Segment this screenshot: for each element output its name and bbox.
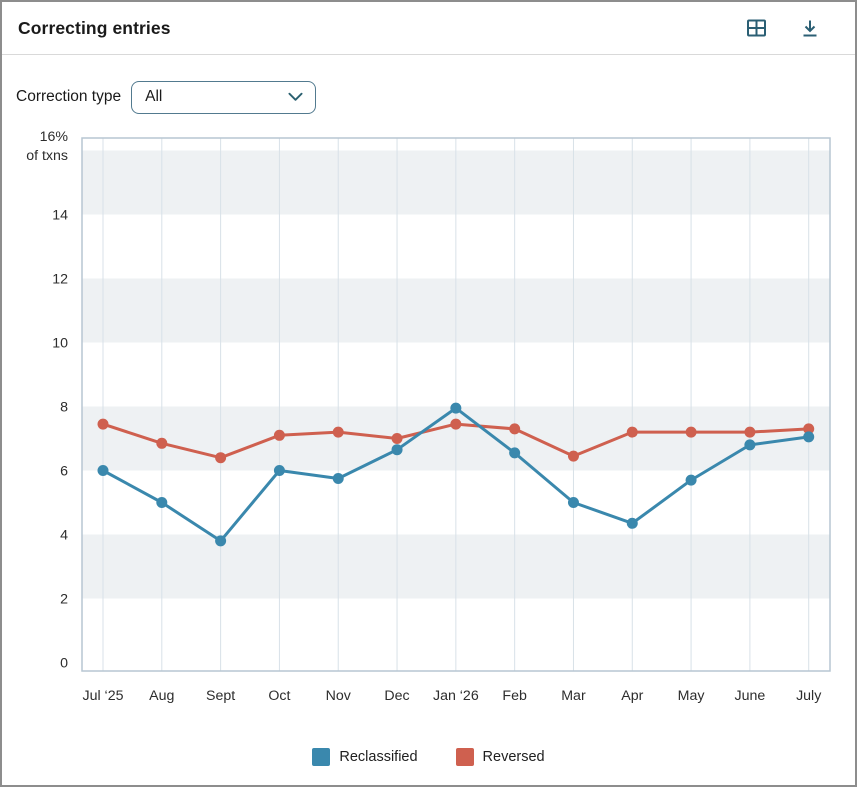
data-point-reversed[interactable] [215, 452, 227, 464]
y-tick-label: 10 [52, 336, 68, 352]
chevron-down-icon [288, 92, 303, 101]
data-point-reclassified[interactable] [685, 474, 697, 486]
data-point-reclassified[interactable] [450, 402, 462, 414]
correction-type-value: All [145, 88, 163, 105]
y-tick-label: 4 [60, 528, 68, 544]
table-icon [746, 19, 766, 37]
legend-item-reclassified[interactable]: Reclassified [312, 748, 418, 766]
data-point-reclassified[interactable] [97, 465, 109, 476]
data-point-reversed[interactable] [97, 418, 109, 430]
y-tick-label: 12 [52, 272, 68, 288]
data-point-reversed[interactable] [626, 426, 638, 438]
data-point-reversed[interactable] [273, 429, 285, 441]
x-tick-label: Oct [268, 688, 290, 704]
x-tick-label: Feb [502, 688, 527, 704]
legend-label: Reversed [482, 749, 545, 765]
card-header: Correcting entries [2, 2, 855, 55]
x-tick-label: Jul ‘25 [82, 688, 123, 704]
download-button[interactable] [797, 15, 823, 41]
correction-type-select[interactable]: All [131, 80, 317, 114]
correction-type-label: Correction type [16, 88, 122, 105]
plot-band [82, 534, 830, 599]
x-tick-label: Apr [621, 688, 643, 704]
data-point-reversed[interactable] [332, 426, 344, 438]
y-tick-label: 8 [60, 400, 68, 416]
data-point-reclassified[interactable] [626, 517, 638, 529]
data-point-reversed[interactable] [567, 450, 579, 462]
data-point-reversed[interactable] [744, 426, 756, 438]
x-tick-label: June [735, 688, 766, 704]
y-axis-unit-label: of txns [26, 148, 68, 164]
series-line-reclassified [101, 406, 811, 543]
data-point-reclassified[interactable] [567, 497, 579, 508]
data-point-reversed[interactable] [450, 418, 462, 430]
x-tick-label: Jan ‘26 [433, 688, 479, 704]
x-tick-label: Nov [326, 688, 352, 704]
data-point-reversed[interactable] [156, 437, 168, 449]
plot-band [82, 406, 830, 471]
data-point-reclassified[interactable] [744, 439, 756, 451]
data-point-reclassified[interactable] [509, 447, 521, 459]
data-point-reversed[interactable] [803, 423, 815, 435]
x-tick-label: Mar [561, 688, 586, 704]
data-point-reversed[interactable] [509, 423, 521, 435]
plot-band [82, 150, 830, 215]
x-tick-label: Aug [149, 688, 174, 704]
legend-swatch-reclassified [312, 748, 331, 766]
x-tick-label: May [678, 688, 706, 704]
y-tick-label: 0 [60, 656, 68, 672]
x-tick-label: Dec [384, 688, 409, 704]
data-point-reclassified[interactable] [156, 497, 168, 508]
y-tick-label: 6 [60, 464, 68, 480]
y-axis-max-label: 16% [40, 129, 69, 145]
data-point-reversed[interactable] [685, 426, 697, 438]
data-point-reclassified[interactable] [332, 473, 344, 484]
chart-legend: Reclassified Reversed [2, 748, 855, 766]
view-as-table-button[interactable] [743, 15, 769, 41]
legend-item-reversed[interactable]: Reversed [455, 748, 545, 766]
legend-swatch-reversed [455, 748, 474, 766]
y-tick-label: 14 [52, 208, 68, 224]
download-icon [803, 20, 817, 36]
data-point-reclassified[interactable] [215, 535, 227, 547]
legend-label: Reclassified [339, 749, 418, 765]
filter-row: Correction type All [16, 80, 317, 114]
plot-band [82, 278, 830, 343]
plot-border [81, 137, 831, 672]
data-point-reclassified[interactable] [391, 444, 403, 456]
x-tick-label: Sept [206, 688, 235, 704]
x-tick-label: July [796, 688, 822, 704]
data-point-reversed[interactable] [391, 433, 403, 444]
data-point-reclassified[interactable] [273, 465, 285, 476]
y-tick-label: 2 [60, 592, 68, 608]
page-title: Correcting entries [18, 17, 171, 38]
series-line-reversed [101, 422, 811, 460]
data-point-reclassified[interactable] [803, 431, 815, 443]
